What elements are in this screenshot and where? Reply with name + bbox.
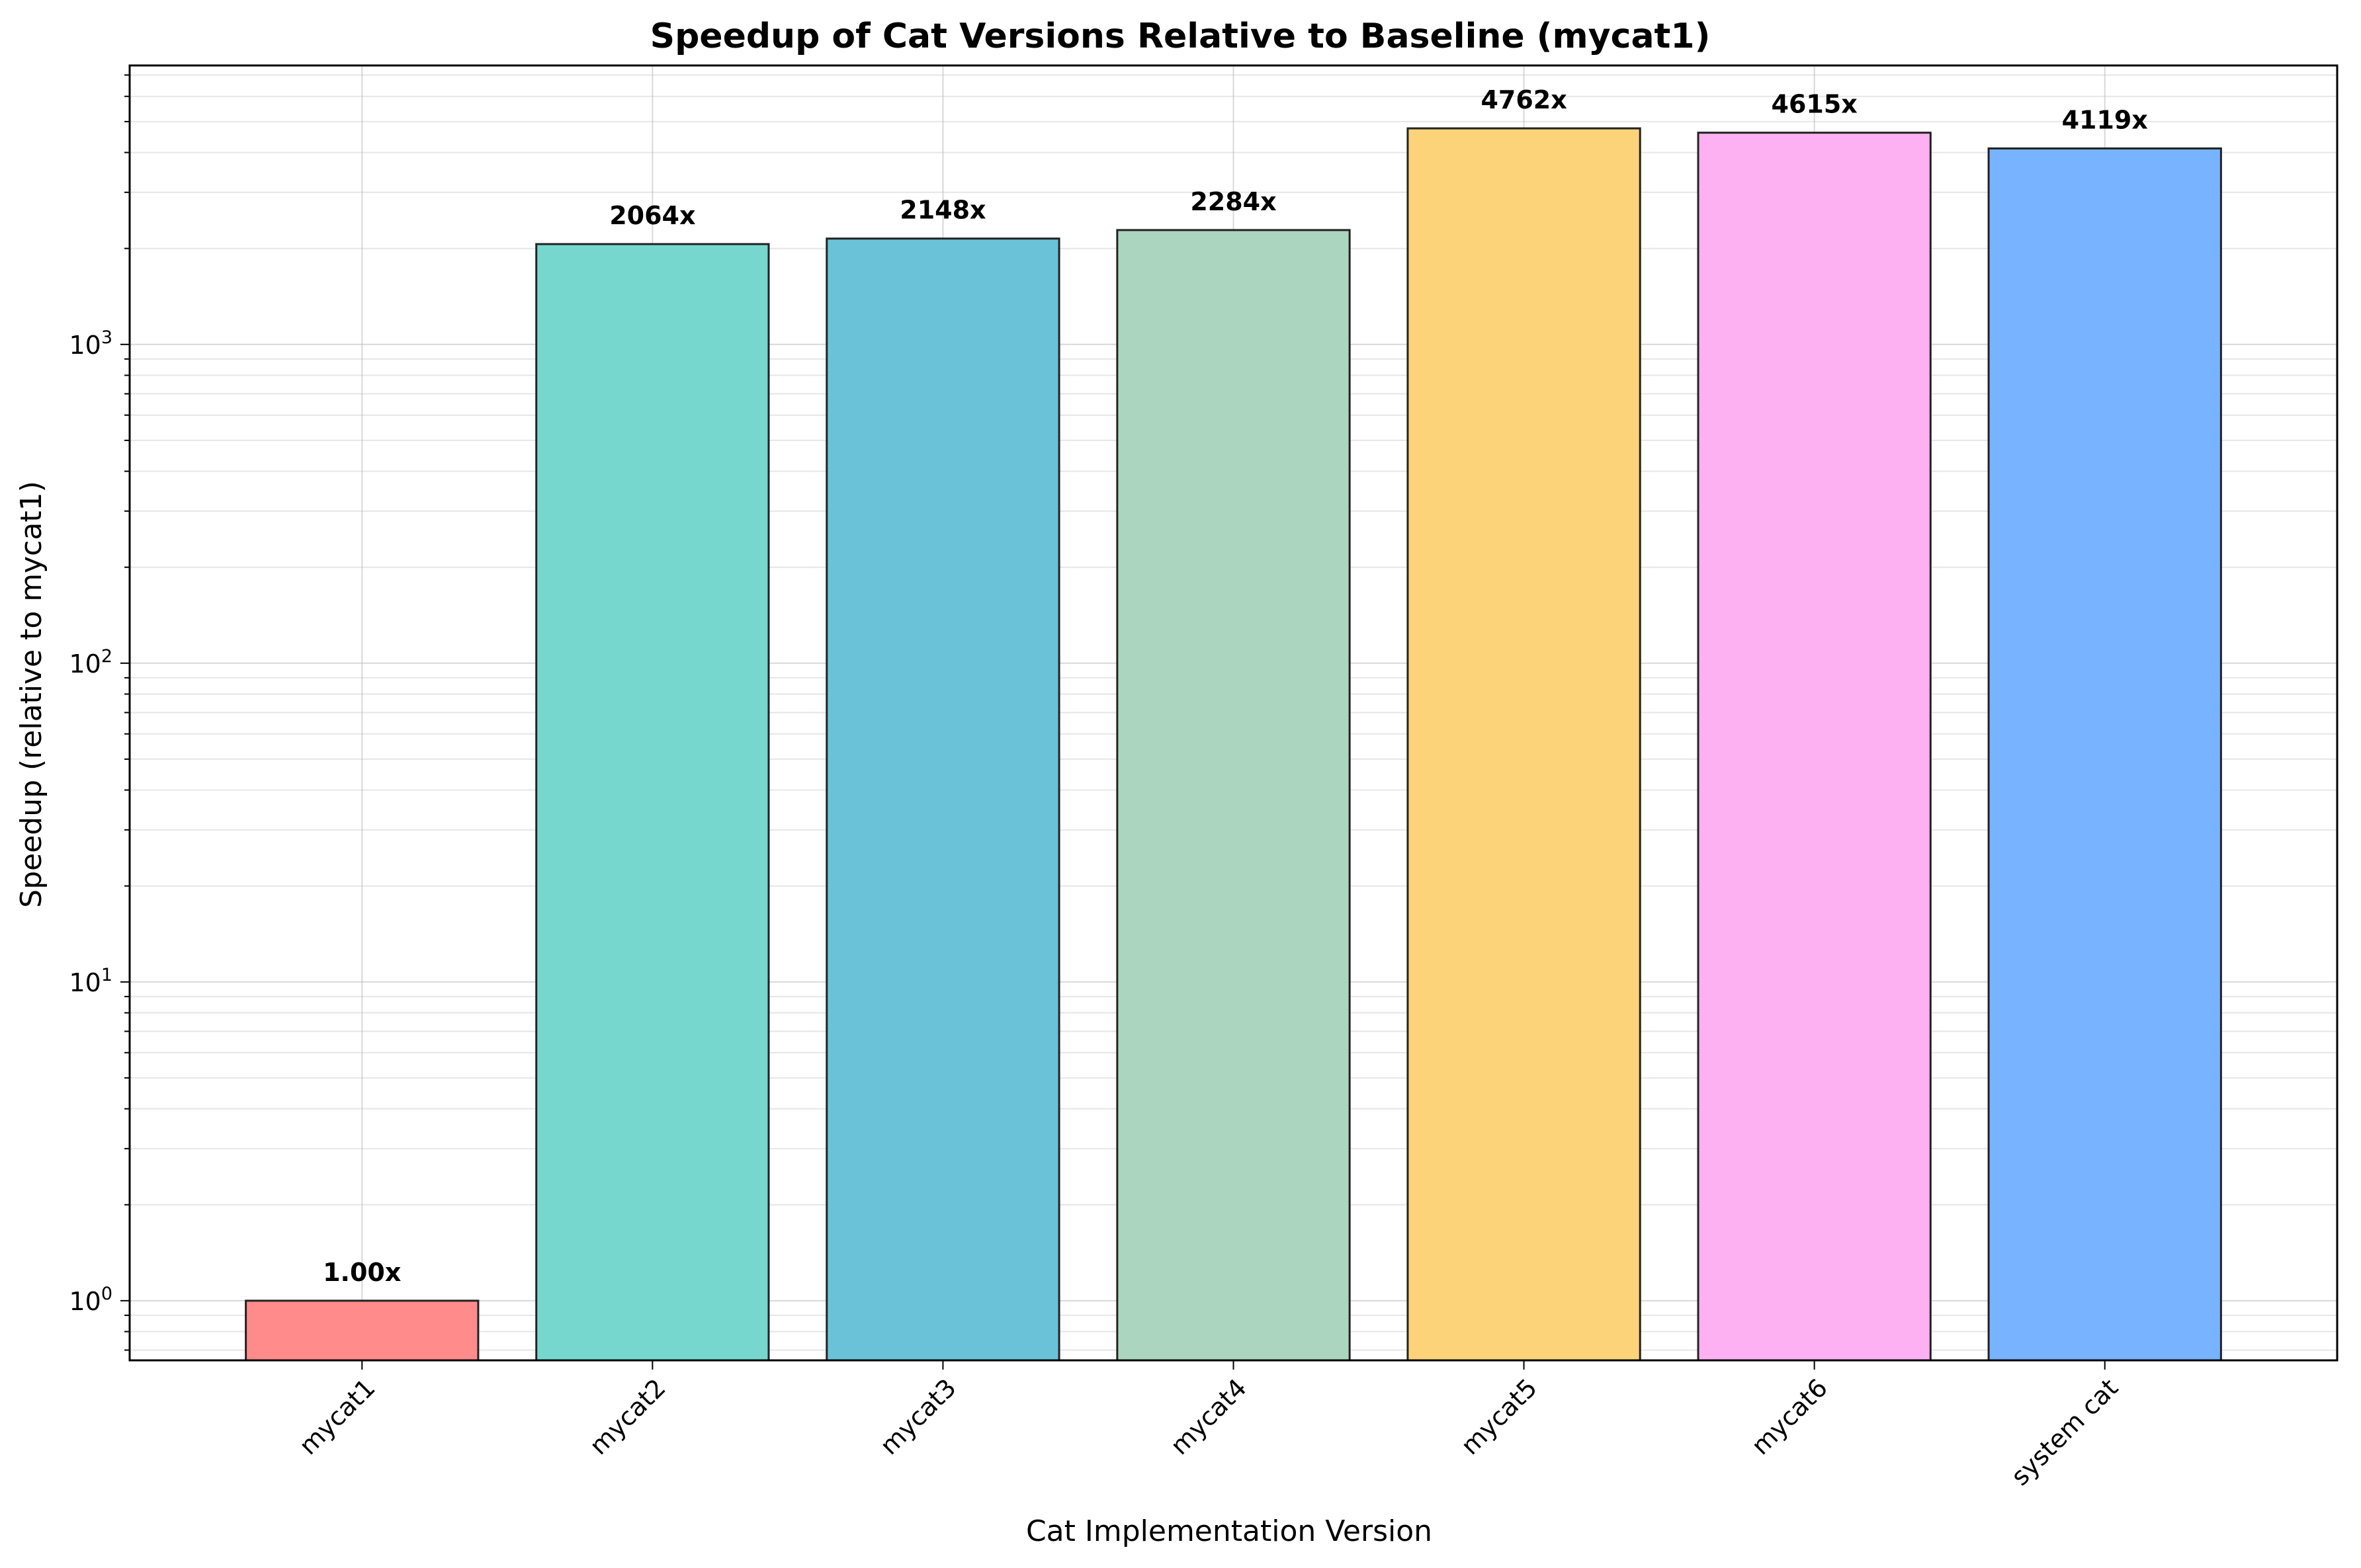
data-label: 1.00x (323, 1258, 401, 1287)
chart-title: Speedup of Cat Versions Relative to Base… (650, 17, 1711, 56)
bar-mycat3 (826, 237, 1060, 1362)
y-tick-label: 101 (69, 965, 112, 997)
bar-mycat6 (1697, 132, 1932, 1362)
y-tick-label: 103 (69, 327, 112, 360)
data-labels: 1.00x 2064x 2148x 2284x 4762x 4615x 4119x (323, 85, 2148, 1287)
data-label: 2064x (609, 201, 695, 230)
data-label: 2284x (1190, 187, 1276, 216)
bar-mycat1 (245, 1300, 480, 1362)
data-label: 4119x (2062, 105, 2148, 134)
bar-mycat2 (535, 243, 770, 1362)
y-axis-label: Speedup (relative to mycat1) (15, 481, 48, 907)
y-tick-label: 100 (69, 1284, 112, 1316)
data-label: 2148x (900, 196, 986, 225)
bar-mycat4 (1116, 229, 1351, 1362)
data-label: 4615x (1772, 90, 1858, 119)
bar-system-cat (1987, 147, 2222, 1362)
y-tick-label: 102 (69, 646, 112, 679)
bar-mycat5 (1406, 127, 1641, 1362)
data-label: 4762x (1481, 85, 1567, 114)
x-axis-label: Cat Implementation Version (1026, 1514, 1432, 1548)
bars (245, 127, 2222, 1362)
